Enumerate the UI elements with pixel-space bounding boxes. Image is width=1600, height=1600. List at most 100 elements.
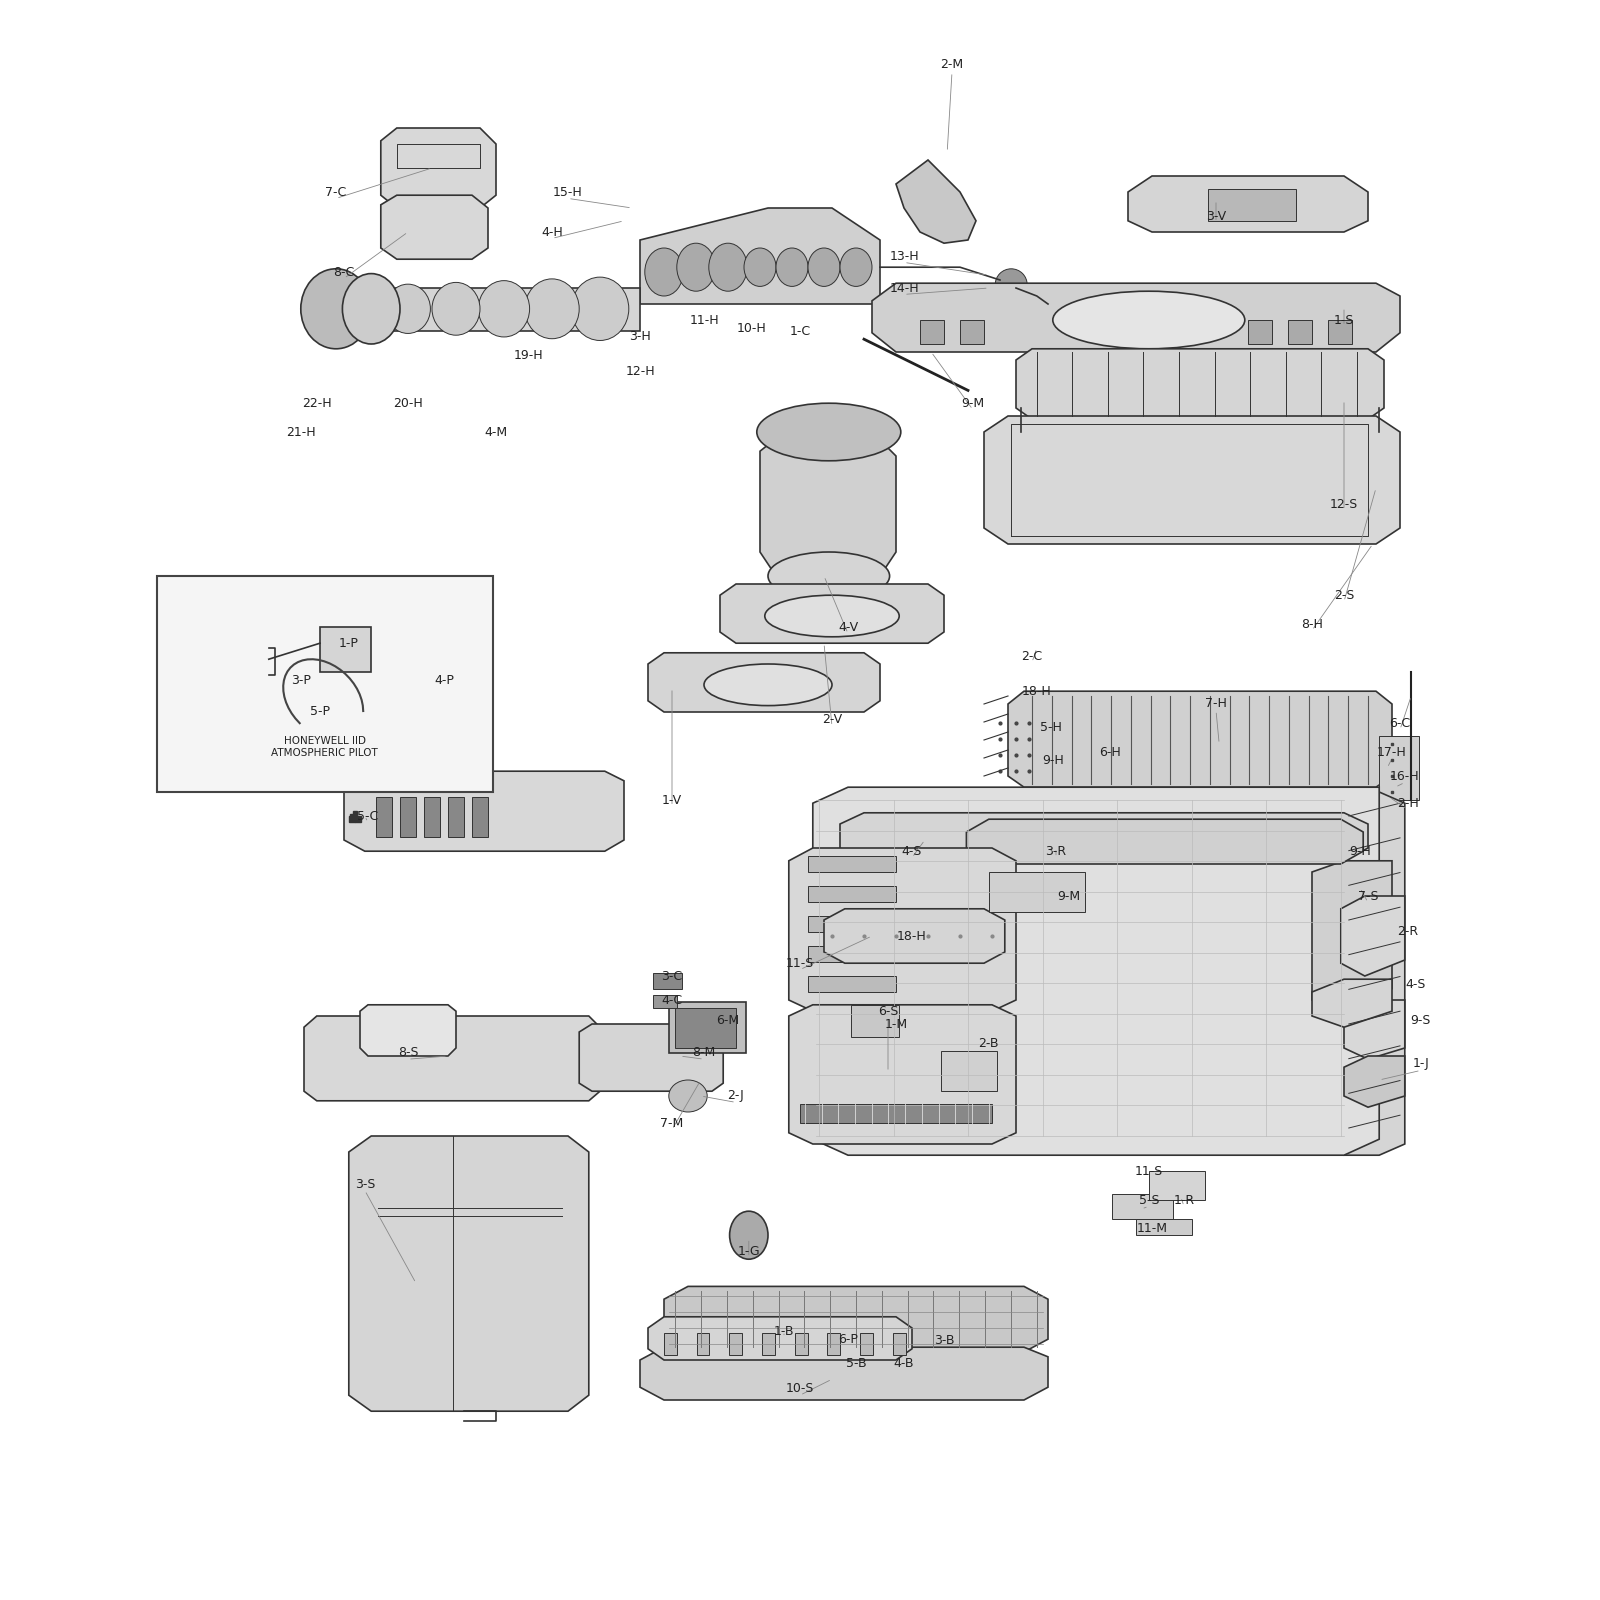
Text: 2-H: 2-H: [1397, 797, 1419, 810]
Text: 20-H: 20-H: [394, 397, 422, 410]
Polygon shape: [640, 1347, 1048, 1400]
Ellipse shape: [525, 278, 579, 339]
Text: 2-R: 2-R: [1397, 925, 1419, 938]
FancyBboxPatch shape: [893, 1333, 906, 1355]
Ellipse shape: [840, 248, 872, 286]
Text: 1-S: 1-S: [1334, 314, 1354, 326]
Text: 3-V: 3-V: [1206, 210, 1226, 222]
FancyBboxPatch shape: [1136, 1219, 1192, 1235]
Text: 11-M: 11-M: [1136, 1222, 1168, 1235]
Polygon shape: [840, 813, 1368, 861]
FancyBboxPatch shape: [1149, 1171, 1205, 1200]
Text: 5-C: 5-C: [357, 810, 379, 822]
Text: 11-S: 11-S: [1134, 1165, 1163, 1178]
FancyBboxPatch shape: [1248, 320, 1272, 344]
Text: 2-S: 2-S: [1334, 589, 1354, 602]
FancyBboxPatch shape: [808, 976, 896, 992]
Polygon shape: [1344, 1000, 1405, 1059]
Polygon shape: [760, 432, 896, 576]
Text: 4-S: 4-S: [902, 845, 922, 858]
FancyBboxPatch shape: [808, 915, 896, 931]
Text: 2-V: 2-V: [822, 714, 842, 726]
Ellipse shape: [744, 248, 776, 286]
FancyBboxPatch shape: [669, 1002, 746, 1053]
Ellipse shape: [478, 280, 530, 338]
Text: 3-S: 3-S: [355, 1178, 374, 1190]
Text: 1-B: 1-B: [774, 1325, 794, 1338]
Ellipse shape: [730, 1211, 768, 1259]
FancyBboxPatch shape: [989, 872, 1085, 912]
Text: 7-M: 7-M: [661, 1117, 683, 1130]
Polygon shape: [1016, 349, 1384, 419]
Text: 3-R: 3-R: [1045, 845, 1067, 858]
Polygon shape: [304, 1016, 600, 1101]
Text: 12-H: 12-H: [626, 365, 654, 378]
Polygon shape: [1312, 979, 1392, 1027]
FancyBboxPatch shape: [808, 886, 896, 902]
Ellipse shape: [1053, 291, 1245, 349]
FancyBboxPatch shape: [376, 797, 392, 837]
FancyBboxPatch shape: [400, 797, 416, 837]
Text: 7-S: 7-S: [1358, 890, 1378, 902]
FancyBboxPatch shape: [664, 1333, 677, 1355]
Polygon shape: [1344, 792, 1405, 1155]
Polygon shape: [1008, 691, 1392, 787]
Text: 8-M: 8-M: [693, 1046, 715, 1059]
FancyBboxPatch shape: [960, 320, 984, 344]
Text: 9-M: 9-M: [962, 397, 984, 410]
FancyBboxPatch shape: [762, 1333, 774, 1355]
Ellipse shape: [339, 286, 381, 331]
Text: 11-H: 11-H: [690, 314, 718, 326]
Polygon shape: [720, 584, 944, 643]
Text: 3-B: 3-B: [934, 1334, 954, 1347]
Polygon shape: [813, 787, 1379, 1155]
FancyBboxPatch shape: [861, 1333, 874, 1355]
FancyBboxPatch shape: [320, 627, 371, 672]
Polygon shape: [381, 128, 496, 208]
FancyBboxPatch shape: [424, 797, 440, 837]
FancyBboxPatch shape: [851, 1005, 899, 1037]
Text: 11-S: 11-S: [786, 957, 814, 970]
Text: 16-H: 16-H: [1390, 770, 1419, 782]
Text: 6-P: 6-P: [838, 1333, 858, 1346]
Polygon shape: [789, 848, 1016, 1011]
Text: 1-C: 1-C: [789, 325, 811, 338]
Text: 10-H: 10-H: [738, 322, 766, 334]
Text: 12-S: 12-S: [1330, 498, 1358, 510]
Ellipse shape: [677, 243, 715, 291]
Text: 1-R: 1-R: [1173, 1194, 1195, 1206]
Text: 2-B: 2-B: [979, 1037, 998, 1050]
Ellipse shape: [571, 277, 629, 341]
Text: 1-P: 1-P: [339, 637, 358, 650]
Polygon shape: [344, 771, 624, 851]
Ellipse shape: [768, 552, 890, 600]
Text: 5-S: 5-S: [1139, 1194, 1158, 1206]
Text: 4-C: 4-C: [661, 994, 683, 1006]
Text: 2-M: 2-M: [941, 58, 963, 70]
Ellipse shape: [765, 595, 899, 637]
FancyBboxPatch shape: [941, 1051, 997, 1091]
Text: 18-H: 18-H: [1022, 685, 1051, 698]
Text: 4-M: 4-M: [485, 426, 507, 438]
Text: 5-H: 5-H: [1040, 722, 1062, 734]
Ellipse shape: [301, 288, 339, 330]
Ellipse shape: [995, 269, 1027, 301]
Text: HONEYWELL IID
ATMOSPHERIC PILOT: HONEYWELL IID ATMOSPHERIC PILOT: [272, 736, 378, 758]
Ellipse shape: [704, 664, 832, 706]
Polygon shape: [789, 1005, 1016, 1144]
Text: 15-H: 15-H: [554, 186, 582, 198]
FancyBboxPatch shape: [827, 1333, 840, 1355]
Text: 5-B: 5-B: [846, 1357, 866, 1370]
Text: 2-C: 2-C: [1021, 650, 1043, 662]
Polygon shape: [349, 1136, 589, 1411]
Text: 18-H: 18-H: [898, 930, 926, 942]
Polygon shape: [896, 160, 976, 243]
Text: 9-H: 9-H: [1042, 754, 1064, 766]
Polygon shape: [872, 283, 1400, 352]
Polygon shape: [579, 1024, 723, 1091]
FancyBboxPatch shape: [448, 797, 464, 837]
Text: 4-S: 4-S: [1406, 978, 1426, 990]
Text: 5-P: 5-P: [310, 706, 330, 718]
Text: 3-C: 3-C: [661, 970, 683, 982]
Text: 3-H: 3-H: [629, 330, 651, 342]
